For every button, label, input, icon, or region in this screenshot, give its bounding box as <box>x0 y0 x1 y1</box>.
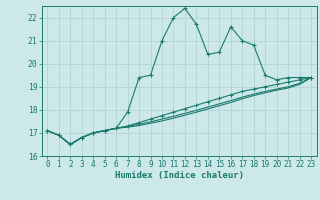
X-axis label: Humidex (Indice chaleur): Humidex (Indice chaleur) <box>115 171 244 180</box>
